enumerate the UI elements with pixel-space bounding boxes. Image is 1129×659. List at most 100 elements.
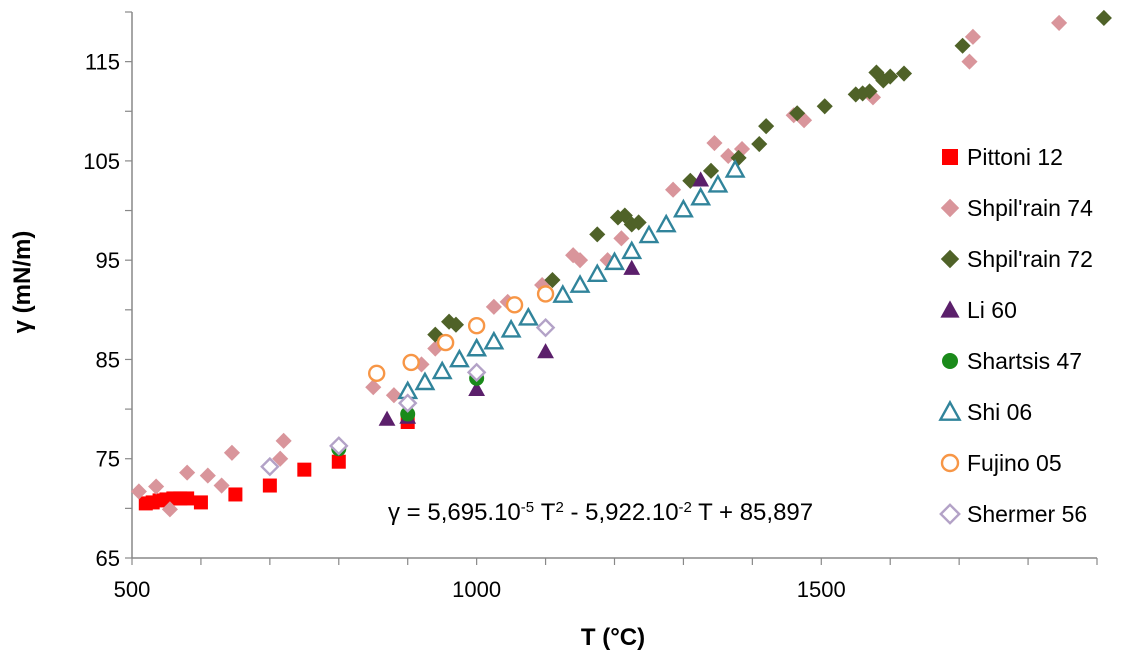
data-point — [702, 162, 720, 179]
legend-label: Li 60 — [967, 297, 1017, 323]
data-point — [297, 462, 312, 477]
data-point — [665, 181, 682, 198]
data-point — [613, 230, 630, 247]
data-point — [682, 172, 699, 189]
data-point — [692, 171, 710, 187]
legend-label: Fujino 05 — [967, 450, 1062, 476]
data-point — [621, 240, 643, 260]
data-point — [367, 364, 386, 383]
trendline-equation: γ = 5,695.10-5 T2 - 5,922.10-2 T + 85,89… — [388, 499, 813, 527]
data-point — [468, 380, 486, 396]
legend-label: Shpil'rain 72 — [967, 246, 1093, 272]
legend-label: Shermer 56 — [967, 501, 1087, 527]
data-point — [707, 173, 729, 193]
x-tick-label: 1500 — [797, 577, 846, 602]
data-point — [720, 147, 737, 164]
data-point — [436, 333, 455, 352]
data-point — [505, 296, 524, 314]
plot-area — [130, 9, 1112, 518]
series-fujino-05 — [367, 285, 555, 383]
data-point — [180, 491, 195, 506]
data-point — [895, 65, 913, 82]
data-point — [179, 464, 196, 481]
data-point — [467, 317, 486, 335]
data-point — [331, 454, 346, 469]
data-point — [228, 487, 243, 502]
series-shermer-56 — [260, 317, 556, 477]
data-point — [378, 410, 396, 426]
data-point — [427, 326, 444, 343]
legend-marker — [938, 399, 962, 421]
data-point — [272, 450, 289, 467]
data-point — [385, 387, 402, 404]
data-point — [1095, 9, 1112, 27]
data-point — [431, 360, 453, 380]
data-point — [130, 483, 147, 500]
data-point — [724, 158, 746, 178]
legend-marker — [942, 353, 958, 369]
data-point — [223, 444, 240, 461]
data-point — [789, 105, 806, 122]
data-point — [193, 495, 208, 510]
legend-marker — [940, 198, 960, 218]
legend-marker — [940, 300, 960, 318]
legend-marker — [942, 149, 958, 165]
data-point — [690, 186, 712, 206]
data-point — [466, 337, 488, 357]
axes: 65 75 85 95 105 115 500 1000 1500 — [83, 11, 1098, 602]
data-point — [758, 118, 775, 135]
legend-item: Shpil'rain 74 — [940, 195, 1093, 221]
legend-item: Shi 06 — [938, 399, 1032, 425]
data-point — [199, 467, 216, 484]
legend-item: Shartsis 47 — [942, 348, 1082, 374]
legend-label: Shi 06 — [967, 399, 1032, 425]
legend-item: Pittoni 12 — [942, 144, 1063, 170]
data-point — [861, 83, 878, 100]
series-shpil-rain-72 — [427, 9, 1112, 343]
data-point — [441, 313, 458, 330]
y-tick-label: 95 — [96, 248, 120, 273]
legend-item: Shermer 56 — [939, 501, 1087, 527]
data-point — [961, 53, 978, 70]
legend-item: Fujino 05 — [940, 450, 1062, 476]
data-point — [161, 501, 178, 518]
data-point — [534, 276, 551, 294]
data-point — [964, 28, 981, 45]
data-point — [537, 343, 554, 359]
series-shpil-rain-74 — [130, 14, 1068, 518]
data-point — [954, 37, 971, 54]
data-point — [751, 135, 768, 153]
data-point — [485, 298, 502, 315]
data-point — [609, 209, 626, 226]
data-point — [262, 478, 277, 493]
data-point — [630, 214, 647, 231]
legend: Pittoni 12 Shpil'rain 74 Shpil'rain 72 Li 6… — [938, 144, 1093, 527]
x-tick-label: 500 — [114, 577, 151, 602]
data-point — [400, 406, 416, 422]
data-point — [148, 478, 165, 495]
data-point — [706, 134, 723, 152]
legend-label: Pittoni 12 — [967, 144, 1063, 170]
data-point — [517, 306, 539, 326]
x-axis-title: T (°C) — [581, 624, 645, 651]
y-tick-label: 85 — [96, 347, 120, 372]
y-axis-title: γ (mN/m) — [9, 231, 36, 334]
data-point — [672, 198, 694, 218]
data-point — [571, 252, 589, 269]
data-point — [483, 330, 505, 350]
legend-item: Shpil'rain 72 — [940, 246, 1093, 272]
data-point — [1051, 14, 1068, 31]
data-point — [623, 259, 641, 275]
data-point — [402, 353, 420, 372]
data-point — [275, 432, 292, 449]
data-point — [604, 251, 625, 271]
y-tick-label: 115 — [85, 50, 120, 75]
legend-label: Shpil'rain 74 — [967, 195, 1093, 221]
data-point — [882, 68, 899, 85]
data-point — [414, 371, 436, 391]
data-point — [466, 362, 487, 383]
data-point — [213, 477, 230, 494]
series-shi-06 — [397, 158, 746, 400]
data-point — [655, 213, 677, 233]
data-point — [544, 271, 561, 289]
